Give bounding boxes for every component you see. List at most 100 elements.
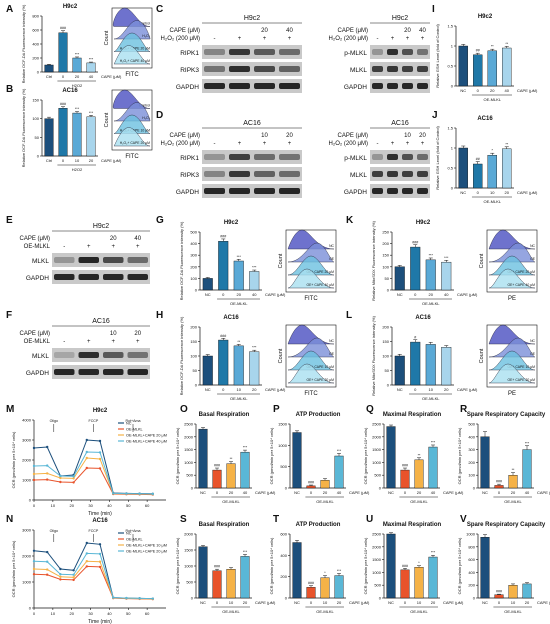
x-tick-label: NC (388, 490, 394, 495)
y-tick-label: 1000 (22, 478, 32, 483)
histogram-label: OE+ CAPE 20 μM (307, 270, 335, 274)
protein-band (279, 171, 300, 177)
y-tick-label: 0 (379, 596, 382, 601)
x-tick-label: 10 (51, 503, 56, 508)
significance-mark: ### (402, 564, 408, 568)
blot-strip (202, 167, 302, 181)
data-point (98, 439, 102, 443)
y-tick-label: 100 (382, 354, 389, 359)
blot-strip (202, 150, 302, 164)
x-tick-label: 40 (89, 74, 94, 79)
protein-band (279, 154, 300, 160)
bar (306, 485, 316, 489)
panel-letter: C (156, 4, 163, 15)
chart-title: H9c2 (224, 220, 239, 226)
x-axis-label: OE-MLKL (410, 499, 428, 504)
protein-band (127, 257, 148, 263)
bar (292, 542, 302, 599)
x-tick-label: 20 (511, 490, 516, 495)
protein-band (279, 83, 300, 89)
y-tick-label: 50 (385, 368, 390, 373)
blot-strip (202, 45, 302, 59)
lane-sign: + (87, 339, 91, 345)
protein-band (78, 369, 99, 375)
cape-label: CAPE (μM) (265, 387, 286, 392)
protein-band (229, 188, 250, 194)
bar (400, 569, 410, 599)
data-point (59, 474, 62, 478)
western-blot-wb_C_left: H9c2 CAPE (μM) H₂O₂ (200 μM) - +20 +40 + RIPK1 R… (161, 15, 302, 93)
y-tick-label: 0 (285, 486, 288, 491)
y-tick-label: 250 (382, 230, 389, 235)
significance-mark: ** (491, 45, 494, 49)
blot-title: H9c2 (392, 15, 408, 22)
x-tick-label: 20 (252, 387, 257, 392)
x-tick-label: 20 (337, 600, 342, 605)
bar (202, 355, 213, 386)
bar (425, 259, 436, 291)
protein-label: MLKL (32, 258, 49, 265)
histogram-curve (488, 324, 536, 345)
data-point (98, 543, 102, 546)
y-tick-label: 500 (190, 230, 197, 235)
histogram-label: H₂O₂+ CAPE 20 μM (120, 141, 150, 145)
y-tick-label: 500 (468, 422, 475, 427)
protein-label: MLKL (350, 67, 367, 74)
protein-band (54, 352, 75, 358)
significance-mark: ** (418, 453, 421, 457)
data-point (59, 573, 62, 576)
flow-histogram-flow_B: Control H₂O₂ H₂O₂+ CAPE 10 μM H₂O₂+ CAPE 20… (104, 89, 153, 160)
flow-y-label: Count (278, 253, 284, 268)
histogram-label: OE (329, 352, 335, 356)
series-line (33, 565, 153, 600)
y-tick-label: 0 (195, 288, 198, 293)
data-point (85, 438, 89, 442)
series-line (33, 439, 153, 495)
x-tick-label: NC (482, 600, 488, 605)
significance-mark: *** (431, 551, 436, 555)
protein-band (417, 66, 428, 72)
panel-letter: I (432, 4, 435, 15)
data-point (72, 569, 75, 572)
x-tick-label: NC (397, 292, 403, 297)
histogram-label: OE+ CAPE 40 μM (307, 283, 335, 287)
blot-strip (202, 79, 302, 93)
bar (320, 480, 330, 489)
data-point (98, 457, 102, 461)
protein-band (229, 171, 250, 177)
x-tick-label: 50 (126, 611, 131, 616)
data-point (151, 597, 154, 600)
bar (86, 116, 96, 157)
y-tick-label: 600 (280, 532, 287, 537)
y-tick-label: 200 (190, 264, 197, 269)
cape-label: CAPE (μM) (457, 292, 478, 297)
x-tick-label: 0 (310, 600, 313, 605)
chart-title: Maximal Respiration (383, 412, 442, 418)
bar (522, 449, 532, 489)
chart-title: Basal Respiration (199, 522, 250, 528)
y-tick-label: 0 (473, 596, 476, 601)
data-point (32, 573, 36, 576)
bar (502, 148, 512, 189)
panel-letter: U (366, 514, 373, 525)
lane-sign: + (406, 141, 410, 147)
x-tick-label: 60 (145, 611, 150, 616)
lane-value: 40 (419, 28, 426, 34)
protein-band (54, 274, 75, 280)
lane-sign: + (111, 244, 115, 250)
y-tick-label: 500 (186, 473, 193, 478)
lane-value: 10 (261, 133, 268, 139)
series-line (33, 451, 153, 495)
flow-y-label: Count (278, 348, 284, 363)
lane-value: 20 (419, 133, 426, 139)
data-point (32, 472, 36, 476)
lane-sign: + (288, 36, 292, 42)
y-tick-label: 200 (468, 460, 475, 465)
bar (292, 432, 302, 489)
histogram-label: NC (329, 339, 334, 343)
lane-sign: - (63, 244, 65, 250)
protein-band (372, 83, 383, 89)
cape-label: CAPE (μM) (349, 490, 370, 495)
